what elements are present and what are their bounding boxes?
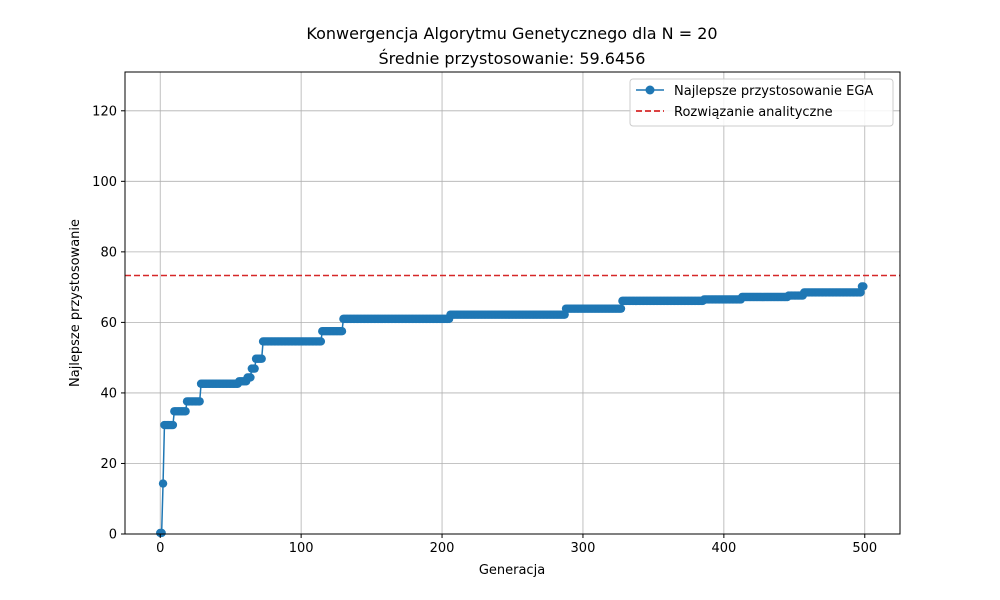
legend-marker-series xyxy=(645,85,655,95)
y-axis: 0 20 40 60 80 100 120 xyxy=(92,104,125,543)
data-point xyxy=(157,528,166,538)
x-tick-label: 200 xyxy=(430,541,455,556)
y-tick-label: 60 xyxy=(100,316,117,331)
y-tick-label: 20 xyxy=(100,457,117,472)
x-tick-label: 0 xyxy=(156,541,164,556)
y-tick-label: 80 xyxy=(100,245,117,260)
chart-subtitle: Średnie przystosowanie: 59.6456 xyxy=(379,49,646,68)
y-axis-label: Najlepsze przystosowanie xyxy=(68,219,83,387)
legend: Najlepsze przystosowanie EGA Rozwiązanie… xyxy=(629,78,894,127)
data-point xyxy=(181,407,190,416)
data-point xyxy=(250,364,259,373)
x-axis-label: Generacja xyxy=(479,563,545,578)
y-tick-label: 40 xyxy=(100,386,117,401)
data-point xyxy=(616,304,626,313)
data-point xyxy=(246,373,255,382)
series-group xyxy=(156,282,868,538)
data-point xyxy=(257,354,266,363)
data-point xyxy=(168,420,178,430)
legend-label-reference: Rozwiązanie analityczne xyxy=(674,105,833,120)
legend-box xyxy=(629,78,894,127)
y-tick-label: 120 xyxy=(92,104,117,119)
legend-label-series: Najlepsze przystosowanie EGA xyxy=(674,84,873,99)
data-point xyxy=(195,397,204,406)
data-point xyxy=(158,479,168,488)
plot-frame xyxy=(124,71,901,535)
x-tick-label: 300 xyxy=(571,541,596,556)
x-tick-label: 500 xyxy=(852,541,877,556)
x-tick-label: 400 xyxy=(711,541,736,556)
x-tick-label: 100 xyxy=(289,541,314,556)
data-point xyxy=(337,327,347,336)
y-tick-label: 100 xyxy=(92,175,117,190)
y-tick-label: 0 xyxy=(109,528,117,543)
x-axis: 0 100 200 300 400 500 xyxy=(156,534,877,556)
data-point xyxy=(859,282,868,291)
chart-title: Konwergencja Algorytmu Genetycznego dla … xyxy=(306,24,717,43)
data-point xyxy=(316,337,326,346)
